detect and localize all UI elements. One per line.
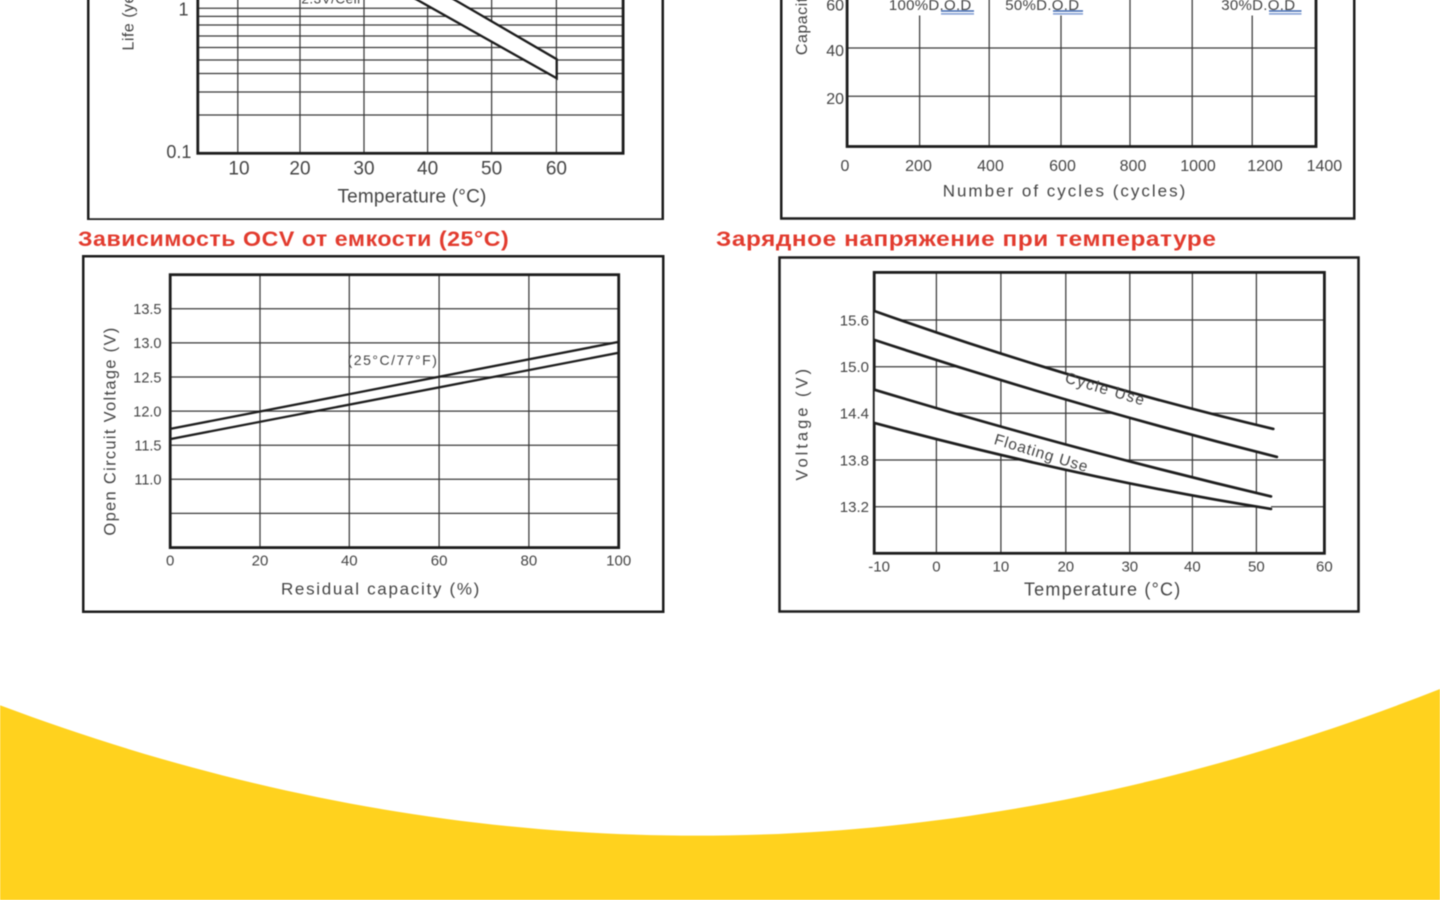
svg-text:10: 10 — [228, 159, 249, 180]
svg-text:30%D.O.D: 30%D.O.D — [1221, 0, 1295, 14]
svg-text:0: 0 — [166, 552, 174, 569]
svg-text:0: 0 — [932, 558, 940, 575]
svg-text:15.6: 15.6 — [840, 312, 869, 329]
svg-text:Open Circuit Voltage (V): Open Circuit Voltage (V) — [102, 326, 120, 535]
svg-text:40: 40 — [417, 159, 438, 180]
svg-text:13.5: 13.5 — [133, 302, 161, 318]
svg-text:40: 40 — [1184, 558, 1201, 575]
svg-text:20: 20 — [252, 552, 269, 569]
svg-text:20: 20 — [1057, 558, 1074, 575]
svg-text:60: 60 — [826, 0, 844, 15]
svg-text:600: 600 — [1049, 158, 1076, 175]
svg-text:Life (years): Life (years) — [120, 0, 137, 51]
svg-text:2.3V/Cell: 2.3V/Cell — [301, 0, 360, 7]
svg-text:Temperature (°C): Temperature (°C) — [337, 187, 486, 208]
svg-text:60: 60 — [1316, 558, 1333, 575]
svg-text:100: 100 — [606, 552, 631, 569]
svg-text:200: 200 — [905, 158, 932, 175]
svg-text:40: 40 — [341, 552, 358, 569]
svg-text:1: 1 — [178, 0, 188, 20]
svg-text:15.0: 15.0 — [840, 359, 869, 376]
svg-text:1000: 1000 — [1180, 158, 1216, 175]
svg-text:Capacity (%): Capacity (%) — [794, 0, 811, 55]
svg-text:1400: 1400 — [1307, 158, 1343, 175]
svg-text:Number of cycles (cycles): Number of cycles (cycles) — [943, 182, 1188, 201]
svg-text:13.0: 13.0 — [133, 336, 161, 352]
svg-text:0.1: 0.1 — [166, 142, 191, 162]
svg-text:13.8: 13.8 — [840, 452, 869, 469]
svg-text:14.4: 14.4 — [840, 406, 869, 423]
svg-text:Temperature (°C): Temperature (°C) — [1024, 580, 1181, 600]
svg-text:30: 30 — [1121, 558, 1138, 575]
svg-text:20: 20 — [826, 91, 844, 108]
svg-text:80: 80 — [521, 552, 538, 569]
svg-text:0: 0 — [841, 158, 850, 175]
svg-text:20: 20 — [289, 159, 310, 180]
svg-text:Voltage (V): Voltage (V) — [794, 366, 812, 481]
svg-text:60: 60 — [431, 552, 448, 569]
svg-text:40: 40 — [826, 43, 844, 60]
svg-text:12.5: 12.5 — [133, 370, 161, 386]
svg-text:1200: 1200 — [1247, 158, 1283, 175]
svg-text:60: 60 — [546, 159, 567, 180]
svg-text:-10: -10 — [868, 558, 890, 575]
svg-text:30: 30 — [353, 159, 374, 180]
svg-text:400: 400 — [977, 158, 1004, 175]
svg-text:13.2: 13.2 — [840, 499, 869, 516]
svg-text:50: 50 — [481, 159, 502, 180]
svg-text:800: 800 — [1120, 158, 1147, 175]
svg-text:11.0: 11.0 — [134, 473, 161, 489]
svg-text:50%D.O.D: 50%D.O.D — [1005, 0, 1079, 14]
svg-text:100%D.O.D: 100%D.O.D — [889, 0, 972, 14]
svg-text:10: 10 — [993, 558, 1010, 575]
svg-text:(25°C/77°F): (25°C/77°F) — [348, 352, 439, 368]
svg-text:11.5: 11.5 — [134, 439, 161, 455]
svg-text:12.0: 12.0 — [133, 404, 161, 420]
svg-text:50: 50 — [1248, 558, 1265, 575]
svg-text:Residual capacity (%): Residual capacity (%) — [281, 580, 481, 599]
